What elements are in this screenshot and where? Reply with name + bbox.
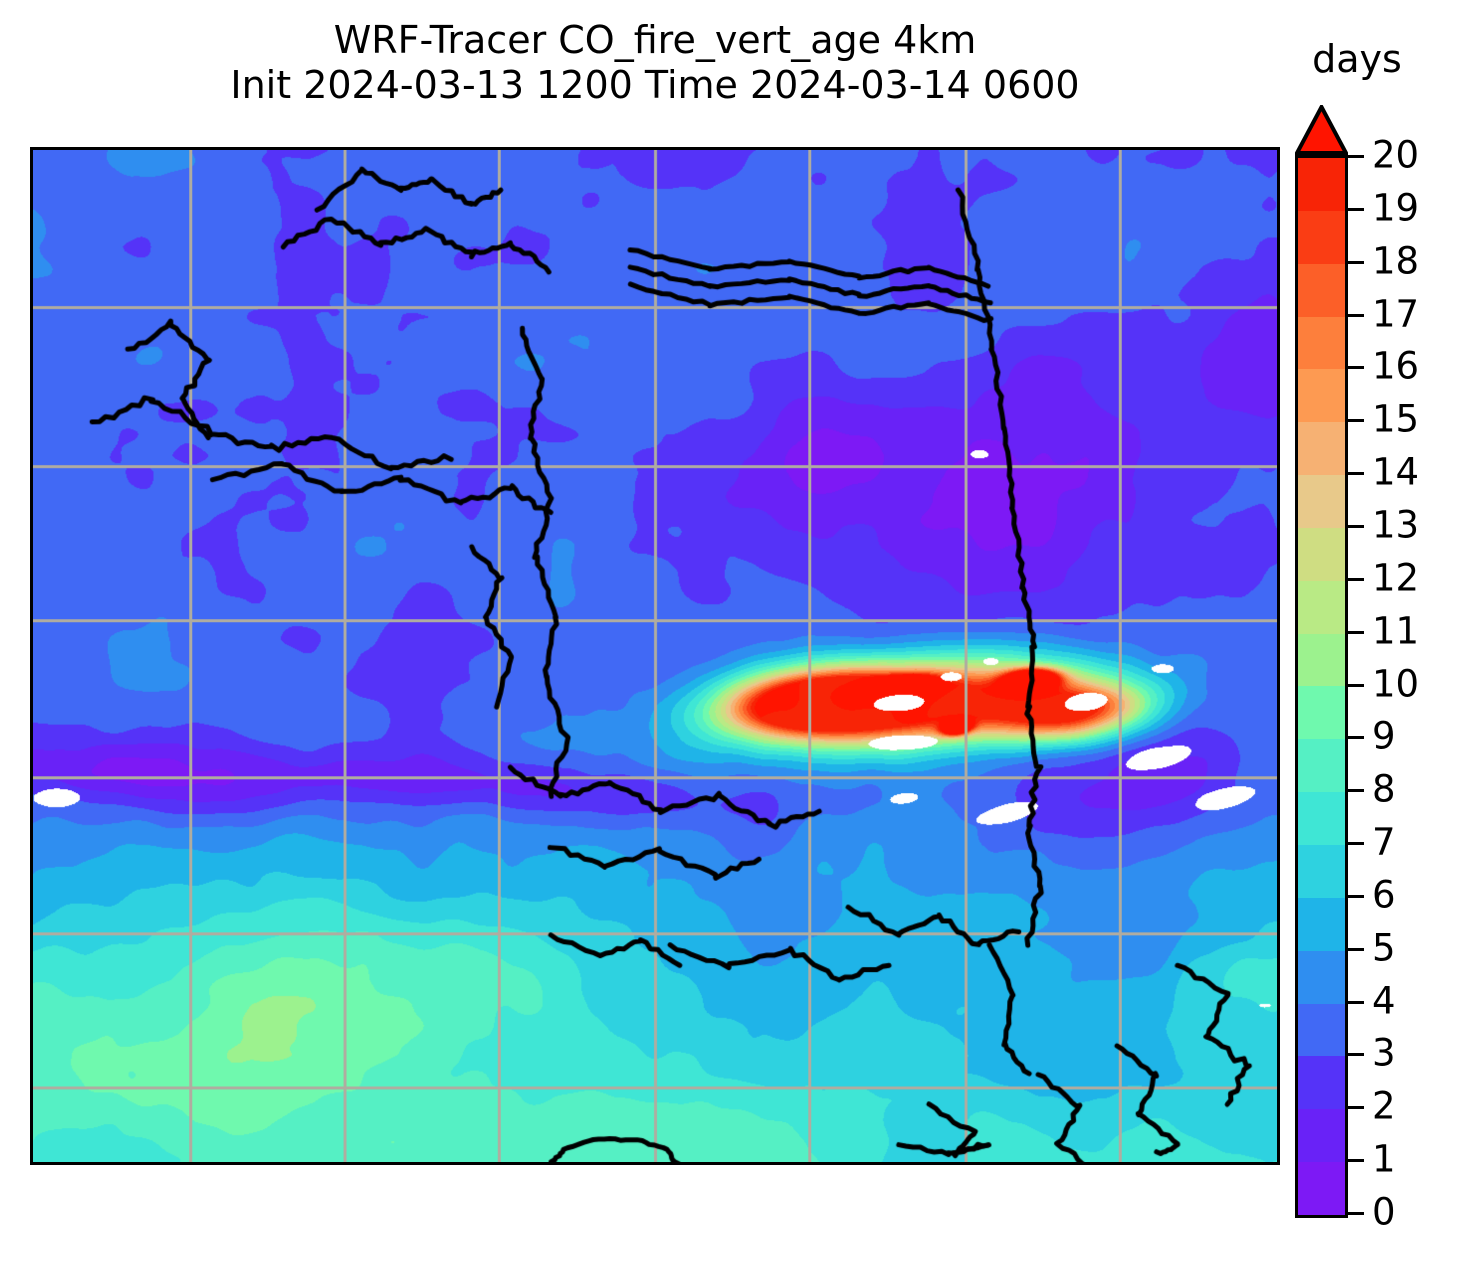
colorbar-tick-label: 20 (1372, 133, 1420, 177)
colorbar-tick-mark (1348, 736, 1364, 740)
colorbar-tick-mark (1348, 260, 1364, 264)
colorbar-band (1298, 580, 1345, 634)
colorbar-band (1298, 1056, 1345, 1110)
colorbar-tick-mark (1348, 472, 1364, 476)
colorbar-band (1298, 527, 1345, 581)
colorbar-tick-mark (1348, 366, 1364, 370)
colorbar-tick-label: 14 (1372, 450, 1420, 494)
colorbar-tick-mark (1348, 1053, 1364, 1057)
colorbar-tick-label: 19 (1372, 186, 1420, 230)
colorbar-tick-mark (1348, 207, 1364, 211)
colorbar-gradient-bar (1295, 155, 1348, 1218)
colorbar-tick-label: 16 (1372, 344, 1420, 388)
colorbar-band (1298, 316, 1345, 370)
colorbar-band (1298, 422, 1345, 476)
colorbar-tick-mark (1348, 842, 1364, 846)
colorbar-tick-label: 9 (1372, 714, 1396, 758)
colorbar-tick-mark (1348, 524, 1364, 528)
colorbar-extend-max-arrow (1295, 105, 1348, 155)
colorbar-tick-label: 13 (1372, 503, 1420, 547)
title-line-times: Init 2024-03-13 1200 Time 2024-03-14 060… (230, 62, 1080, 107)
colorbar-tick-label: 18 (1372, 239, 1420, 283)
colorbar-band (1298, 633, 1345, 687)
colorbar-tick-mark (1348, 894, 1364, 898)
colorbar-band (1298, 369, 1345, 423)
colorbar-band (1298, 158, 1345, 211)
colorbar-tick-label: 1 (1372, 1137, 1396, 1181)
colorbar-tick-mark (1348, 313, 1364, 317)
colorbar-tick-label: 10 (1372, 662, 1420, 705)
colorbar-band (1298, 739, 1345, 793)
colorbar-band (1298, 475, 1345, 528)
colorbar-tick-label: 12 (1372, 556, 1420, 600)
colorbar-tick-label: 6 (1372, 873, 1396, 917)
colorbar-tick-label: 4 (1372, 979, 1396, 1023)
colorbar-tick-label: 3 (1372, 1031, 1396, 1075)
colorbar-band (1298, 1003, 1345, 1057)
colorbar-band (1298, 950, 1345, 1004)
page-title: WRF-Tracer CO_fire_vert_age 4km Init 202… (30, 18, 1280, 108)
colorbar-band (1298, 263, 1345, 317)
colorbar-tick-mark (1348, 789, 1364, 793)
map-plot-area[interactable] (30, 147, 1280, 1165)
colorbar-tick-mark (1348, 683, 1364, 687)
tracer-age-field-canvas (33, 150, 1277, 1162)
colorbar-tick-mark (1348, 577, 1364, 581)
colorbar-tick-label: 5 (1372, 926, 1396, 970)
colorbar-tick-mark (1348, 1000, 1364, 1004)
colorbar-tick-mark (1348, 1106, 1364, 1110)
colorbar: days 0 1 2 3 4 5 6 7 8 9 10 11 12 13 14 15 16 17 18 19 20 (1295, 37, 1455, 1231)
colorbar-units-label: days (1312, 37, 1402, 81)
colorbar-tick-label: 17 (1372, 292, 1420, 336)
colorbar-band (1298, 686, 1345, 740)
colorbar-band (1298, 1109, 1345, 1163)
colorbar-tick-mark (1348, 1212, 1364, 1215)
colorbar-band (1298, 792, 1345, 845)
colorbar-tick-label: 11 (1372, 609, 1420, 653)
colorbar-tick-mark (1348, 1159, 1364, 1163)
colorbar-tick-label: 7 (1372, 820, 1396, 864)
colorbar-tick-mark (1348, 630, 1364, 634)
colorbar-tick-label: 15 (1372, 397, 1420, 441)
colorbar-band (1298, 210, 1345, 264)
colorbar-tick-label: 2 (1372, 1084, 1396, 1128)
colorbar-band (1298, 1162, 1345, 1215)
colorbar-tick-label: 8 (1372, 767, 1396, 811)
colorbar-band (1298, 897, 1345, 951)
colorbar-band (1298, 844, 1345, 898)
colorbar-tick-mark (1348, 947, 1364, 951)
colorbar-tick-axis: 0 1 2 3 4 5 6 7 8 9 10 11 12 13 14 15 16 17 18 19 20 (1348, 137, 1453, 1231)
title-line-variable: WRF-Tracer CO_fire_vert_age 4km (333, 18, 977, 62)
colorbar-tick-mark (1348, 419, 1364, 423)
colorbar-tick-label: 0 (1372, 1190, 1396, 1234)
colorbar-tick-mark (1348, 155, 1364, 158)
